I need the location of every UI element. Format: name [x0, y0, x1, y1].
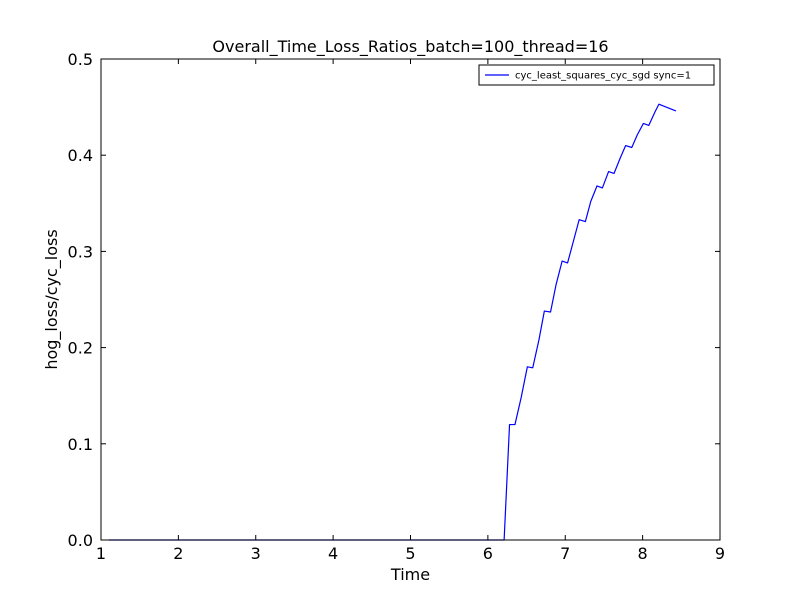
y-tick-label-5: 0.5: [68, 50, 93, 69]
x-tick-label-5: 6: [483, 544, 493, 563]
x-tick-label-8: 9: [715, 544, 725, 563]
y-tick-label-3: 0.3: [68, 242, 93, 261]
x-tick-label-1: 2: [173, 544, 183, 563]
y-tick-label-4: 0.4: [68, 146, 93, 165]
x-tick-label-0: 1: [96, 544, 106, 563]
x-tick-label-6: 7: [560, 544, 570, 563]
y-axis-label: hog_loss/cyc_loss: [42, 229, 62, 369]
legend-entry-label: cyc_least_squares_cyc_sgd sync=1: [515, 71, 691, 82]
chart-title: Overall_Time_Loss_Ratios_batch=100_threa…: [212, 37, 608, 57]
x-axis-label: Time: [390, 565, 430, 584]
plot-frame: [100, 58, 721, 541]
x-tick-label-4: 5: [405, 544, 415, 563]
legend-box: [478, 64, 715, 86]
y-tick-label-2: 0.2: [68, 339, 93, 358]
x-tick-label-7: 8: [638, 544, 648, 563]
legend: cyc_least_squares_cyc_sgd sync=1: [478, 64, 715, 86]
x-tick-label-3: 4: [328, 544, 338, 563]
x-tick-label-2: 3: [251, 544, 261, 563]
y-tick-label-0: 0.0: [68, 531, 93, 550]
series-layer: [108, 103, 677, 541]
series-line-0: [108, 103, 677, 541]
y-tick-label-1: 0.1: [68, 435, 93, 454]
